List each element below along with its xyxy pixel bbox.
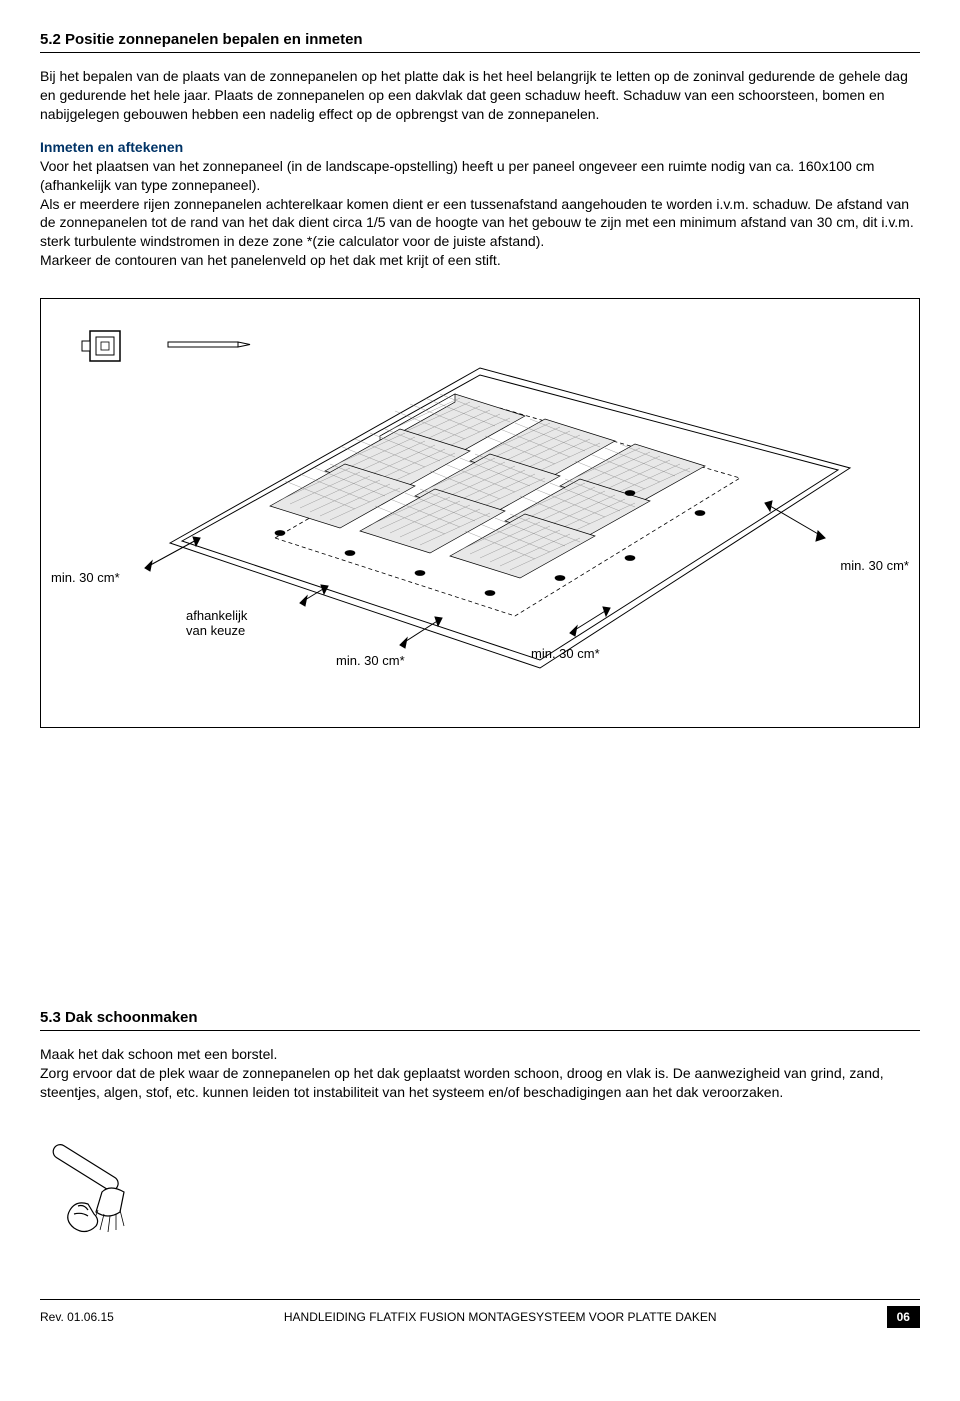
pencil-icon: [168, 342, 250, 347]
label-min-left: min. 30 cm*: [51, 571, 120, 586]
section-5-2-heading: 5.2 Positie zonnepanelen bepalen en inme…: [40, 30, 920, 53]
footer-title: HANDLEIDING FLATFIX FUSION MONTAGESYSTEE…: [284, 1309, 717, 1325]
page-footer: Rev. 01.06.15 HANDLEIDING FLATFIX FUSION…: [40, 1299, 920, 1328]
diagram-container: min. 30 cm* min. 30 cm* afhankelijk van …: [40, 298, 920, 728]
tape-measure-icon: [82, 331, 120, 361]
section-5-2-para1: Bij het bepalen van de plaats van de zon…: [40, 67, 920, 124]
section-5-3-para1: Maak het dak schoon met een borstel. Zor…: [40, 1045, 920, 1102]
section-5-2-subheading: Inmeten en aftekenen: [40, 139, 183, 155]
label-min-right: min. 30 cm*: [840, 559, 909, 574]
broom-icon: [40, 1134, 180, 1254]
solar-panel-array: [270, 394, 705, 596]
section-5-2-para2-block: Inmeten en aftekenen Voor het plaatsen v…: [40, 138, 920, 270]
label-choice: afhankelijk van keuze: [186, 609, 247, 639]
label-min-bottom1: min. 30 cm*: [336, 654, 405, 669]
label-min-bottom2: min. 30 cm*: [531, 647, 600, 662]
footer-rev: Rev. 01.06.15: [40, 1309, 114, 1325]
footer-page-number: 06: [887, 1306, 920, 1328]
section-5-2-para2: Voor het plaatsen van het zonnepaneel (i…: [40, 158, 914, 268]
section-5-3-heading: 5.3 Dak schoonmaken: [40, 1008, 920, 1031]
